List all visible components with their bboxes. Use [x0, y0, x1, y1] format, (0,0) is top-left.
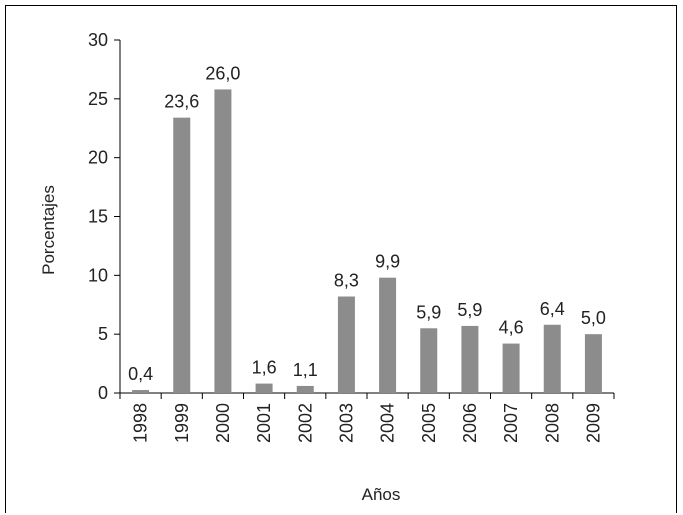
- bar-1998: [132, 390, 150, 393]
- x-tick-label: 1998: [131, 403, 151, 443]
- data-label-2001: 1,6: [252, 358, 277, 378]
- data-label-2007: 4,6: [499, 318, 524, 338]
- x-tick-label: 2001: [254, 403, 274, 443]
- bar-1999: [173, 117, 191, 393]
- data-label-2003: 8,3: [334, 271, 359, 291]
- x-tick-label: 2004: [378, 403, 398, 443]
- bar-2009: [584, 334, 602, 393]
- bar-2007: [502, 343, 520, 393]
- x-tick-label: 2006: [460, 403, 480, 443]
- data-label-1998: 0,4: [128, 364, 153, 384]
- y-tick-label: 15: [88, 207, 108, 227]
- bar-2004: [379, 277, 397, 393]
- x-tick-label: 2003: [336, 403, 356, 443]
- data-labels: 0,4 23,6 26,0 1,6 1,1 8,3 9,9 5,9 5,9 4,6 6,4 5,0: [128, 63, 606, 384]
- y-tick-label: 0: [98, 383, 108, 403]
- bar-2005: [420, 328, 438, 393]
- bar-2006: [461, 325, 479, 393]
- x-tick-label: 2007: [501, 403, 521, 443]
- bar-2002: [296, 385, 314, 393]
- data-label-2006: 5,9: [457, 300, 482, 320]
- x-axis-title: Años: [362, 485, 401, 504]
- y-axis-title: Porcentajes: [39, 185, 58, 275]
- y-axis: 0 5 10 15 20 25 30: [88, 30, 121, 403]
- data-label-2000: 26,0: [205, 63, 240, 83]
- x-tick-label: 1999: [172, 403, 192, 443]
- y-tick-label: 5: [98, 324, 108, 344]
- y-tick-label: 25: [88, 89, 108, 109]
- bar-2000: [214, 89, 232, 394]
- data-label-2004: 9,9: [375, 252, 400, 272]
- x-tick-label: 2005: [419, 403, 439, 443]
- bar-2001: [255, 383, 273, 393]
- data-label-1999: 23,6: [164, 92, 199, 112]
- y-tick-label: 20: [88, 148, 108, 168]
- y-tick-label: 30: [88, 30, 108, 50]
- chart-frame: [5, 5, 677, 513]
- data-label-2009: 5,0: [581, 308, 606, 328]
- data-label-2008: 6,4: [540, 299, 565, 319]
- bar-2003: [337, 296, 355, 393]
- y-tick-label: 10: [88, 265, 108, 285]
- x-tick-label: 2000: [213, 403, 233, 443]
- x-tick-label: 2009: [583, 403, 603, 443]
- data-label-2002: 1,1: [293, 360, 318, 380]
- x-tick-label: 2008: [542, 403, 562, 443]
- bars: [132, 89, 602, 394]
- x-tick-label: 2002: [295, 403, 315, 443]
- data-label-2005: 5,9: [416, 302, 441, 322]
- bar-2008: [543, 324, 561, 393]
- x-axis: 1998 1999 2000 2001 2002 2003 2004 2005 2006 2007…: [119, 392, 615, 443]
